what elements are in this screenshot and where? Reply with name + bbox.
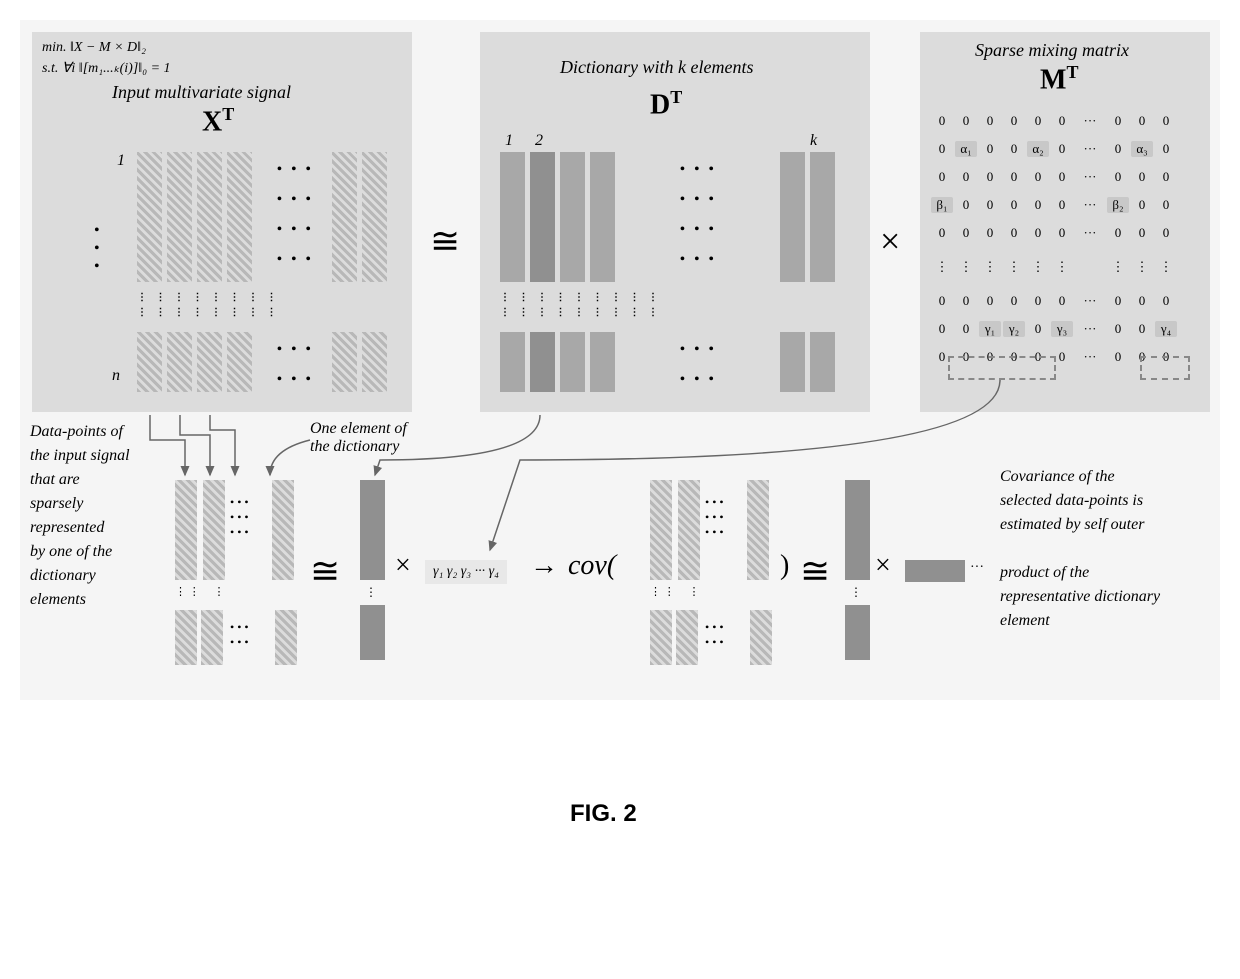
ellipsis: • • •	[680, 192, 717, 208]
hatch-col	[167, 332, 192, 392]
op-approx-1: ≅	[430, 220, 460, 262]
m-subtitle: Sparse mixing matrix	[975, 40, 1129, 61]
m-title: MT	[1040, 62, 1078, 96]
left-annotation: Data-points of the input signal that are…	[30, 420, 180, 612]
panel-mixing-matrix: Sparse mixing matrix MT 000000···0000α₁0…	[920, 32, 1210, 412]
hdots-row: ···	[970, 560, 984, 576]
op-times-3: ×	[875, 550, 891, 582]
d-index-1: 1	[505, 132, 513, 150]
ellipsis: • • •	[680, 372, 717, 388]
dict-col	[590, 332, 615, 392]
dict-col	[560, 152, 585, 282]
ellipsis: • • •	[277, 342, 314, 358]
dot-sep: ⋮ ⋮ ⋮ ⋮ ⋮ ⋮ ⋮ ⋮ ⋮	[500, 307, 661, 318]
dict-col-highlight	[530, 152, 555, 282]
ellipsis: • • •	[277, 162, 314, 178]
hatch-col	[137, 332, 162, 392]
vdot-bullets: •••	[94, 222, 100, 276]
panel-dictionary: Dictionary with k elements DT 1 2 k • • …	[480, 32, 870, 412]
panel-input-signal: min. ‖X − M × D‖₂ s.t. ∀i ‖[m₁...ₖ(i)]‖₀…	[32, 32, 412, 412]
dict-row	[905, 560, 965, 582]
ellipsis: • • •	[680, 252, 717, 268]
dict-element-label: One element of the dictionary	[310, 420, 407, 456]
m-row: β₁00000···β₂00	[930, 191, 1200, 219]
dict-col	[780, 152, 805, 282]
m-row: 000000···000	[930, 287, 1200, 315]
m-row: 000000···000	[930, 107, 1200, 135]
hatch-col	[227, 152, 252, 282]
ellipsis: • • •	[277, 222, 314, 238]
d-index-k: k	[810, 132, 817, 150]
dict-single-col	[360, 480, 385, 580]
op-times-2: ×	[395, 550, 411, 582]
dict-col	[590, 152, 615, 282]
d-title: DT	[650, 87, 682, 121]
dict-col	[500, 332, 525, 392]
m-row: 0α₁00α₂0···0α₃0	[930, 135, 1200, 163]
d-index-2: 2	[535, 132, 543, 150]
m-row: 00γ₁γ₂0γ₃···00γ₄	[930, 315, 1200, 343]
dict-col	[810, 152, 835, 282]
hatch-col	[332, 332, 357, 392]
x-index-n: n	[112, 367, 120, 385]
ellipsis: • • •	[277, 372, 314, 388]
right-annotation: Covariance of the selected data-points i…	[1000, 465, 1210, 633]
x-title: XT	[202, 104, 234, 138]
dict-single-col-2	[845, 605, 870, 660]
op-arrow: →	[530, 550, 558, 582]
gamma-dashed-box-1	[948, 356, 1056, 380]
cov-close: )	[780, 550, 789, 582]
hatch-col	[332, 152, 357, 282]
vdots-single-2: ⋮	[850, 585, 862, 600]
m-row: 000000···000	[930, 163, 1200, 191]
dict-col	[780, 332, 805, 392]
m-row: 000000···000	[930, 219, 1200, 247]
ellipsis: • • •	[277, 252, 314, 268]
x-index-1: 1	[117, 152, 125, 170]
dict-col-highlight	[530, 332, 555, 392]
dot-sep: ⋮ ⋮ ⋮ ⋮ ⋮ ⋮ ⋮ ⋮	[137, 307, 280, 318]
op-times-1: ×	[880, 220, 900, 262]
formula-min: min. ‖X − M × D‖₂	[42, 40, 146, 56]
hatch-col	[362, 152, 387, 282]
vdots-single: ⋮	[365, 585, 377, 600]
dict-single-col-2	[845, 480, 870, 580]
op-approx-2: ≅	[310, 550, 340, 592]
hatch-col	[362, 332, 387, 392]
diagram-container: min. ‖X − M × D‖₂ s.t. ∀i ‖[m₁...ₖ(i)]‖₀…	[20, 20, 1220, 700]
dict-col	[560, 332, 585, 392]
ellipsis: • • •	[680, 222, 717, 238]
m-row: ⋮⋮⋮⋮⋮⋮⋮⋮⋮	[930, 247, 1200, 287]
dict-col	[810, 332, 835, 392]
hatch-col	[137, 152, 162, 282]
hatch-col	[197, 332, 222, 392]
hatch-col	[227, 332, 252, 392]
formula-constraint: s.t. ∀i ‖[m₁...ₖ(i)]‖₀ = 1	[42, 60, 171, 77]
lower-hatch-block-2: • • •• • •• • • ⋮ ⋮ ⋮ • • •• • •	[650, 480, 724, 585]
hatch-col	[167, 152, 192, 282]
d-subtitle: Dictionary with k elements	[560, 57, 753, 78]
figure-caption: FIG. 2	[570, 800, 637, 828]
dot-sep: ⋮ ⋮ ⋮ ⋮ ⋮ ⋮ ⋮ ⋮	[137, 292, 280, 303]
ellipsis: • • •	[680, 342, 717, 358]
dot-sep: ⋮ ⋮ ⋮ ⋮ ⋮ ⋮ ⋮ ⋮ ⋮	[500, 292, 661, 303]
gamma-row-label: γ₁ γ₂ γ₃ ··· γ₄	[425, 560, 507, 584]
ellipsis: • • •	[680, 162, 717, 178]
gamma-dashed-box-2	[1140, 356, 1190, 380]
hatch-col	[197, 152, 222, 282]
x-subtitle: Input multivariate signal	[112, 82, 291, 103]
dict-col	[500, 152, 525, 282]
op-approx-3: ≅	[800, 550, 830, 592]
lower-hatch-block-1: • • •• • •• • • ⋮ ⋮ ⋮ • • •• • •	[175, 480, 249, 585]
cov-label: cov(	[568, 550, 616, 582]
ellipsis: • • •	[277, 192, 314, 208]
dict-single-col	[360, 605, 385, 660]
